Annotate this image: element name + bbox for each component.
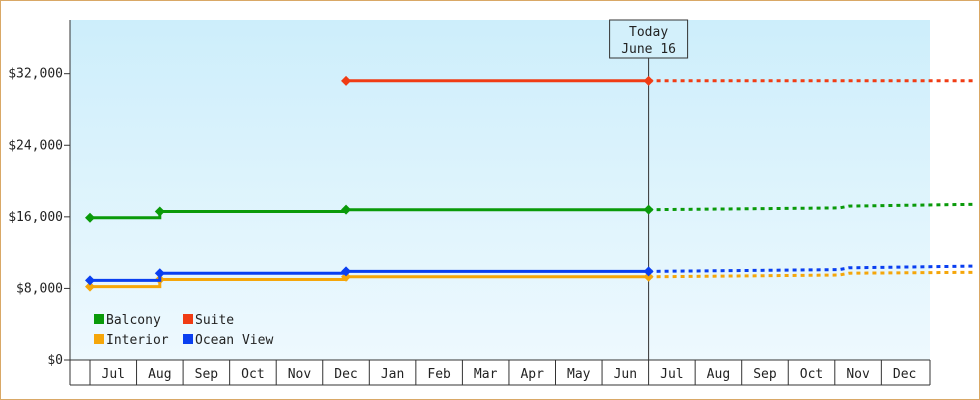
balcony-point	[341, 204, 352, 215]
x-tick-label: Oct	[241, 367, 264, 382]
x-tick-label: Aug	[148, 367, 171, 382]
y-tick-label: $16,000	[8, 210, 63, 225]
x-axis: Jul Aug Sep Oct Nov Dec Jan Feb Mar Apr May Jun Jul A…	[69, 359, 931, 386]
x-tick-label: Apr	[520, 367, 544, 382]
x-tick-label: Sep	[195, 367, 219, 382]
suite-legend-swatch	[183, 314, 193, 324]
balcony-legend-label: Balcony	[106, 313, 161, 328]
plot-area	[70, 20, 930, 360]
ocean-view-legend-label: Ocean View	[195, 333, 273, 348]
interior-series-line	[90, 275, 649, 289]
x-tick-label: Sep	[753, 367, 777, 382]
y-axis: $0 $8,000 $16,000 $24,000 $32,000	[8, 20, 71, 368]
x-tick-label: Dec	[334, 367, 357, 382]
ocean-view-legend-swatch	[183, 334, 193, 344]
ocean-view-projection-line	[648, 264, 975, 273]
x-tick-label: May	[567, 367, 591, 382]
x-tick-label: Nov	[288, 367, 312, 382]
x-tick-label: Oct	[800, 367, 823, 382]
interior-projection-line	[648, 270, 975, 279]
ocean-view-point	[85, 275, 95, 286]
suite-legend-label: Suite	[195, 313, 234, 328]
ocean-view-point	[341, 266, 352, 277]
x-tick-label: Dec	[893, 367, 916, 382]
y-tick-label: $32,000	[8, 67, 63, 82]
x-tick-label: Jul	[102, 367, 125, 382]
today-marker: Today June 16	[609, 19, 689, 360]
balcony-point	[85, 212, 95, 223]
x-tick-label: Jun	[614, 367, 637, 382]
x-tick-label: Feb	[427, 367, 451, 382]
today-date: June 16	[621, 42, 676, 57]
suite-point	[643, 75, 654, 86]
y-tick-label: $8,000	[16, 281, 63, 296]
y-tick-label: $0	[47, 353, 63, 368]
balcony-projection-line	[648, 202, 975, 212]
interior-point	[85, 281, 95, 292]
x-tick-label: Jan	[381, 367, 404, 382]
today-label: Today	[629, 25, 668, 40]
x-tick-label: Mar	[474, 367, 498, 382]
interior-legend-label: Interior	[106, 333, 169, 348]
x-tick-label: Jul	[660, 367, 683, 382]
ocean-view-series-line	[90, 269, 649, 282]
y-tick-label: $24,000	[8, 138, 63, 153]
balcony-point	[643, 204, 654, 215]
x-tick-label: Nov	[846, 367, 870, 382]
ocean-view-point	[643, 266, 654, 277]
balcony-series-line	[90, 208, 649, 220]
interior-legend-swatch	[94, 334, 104, 344]
series-group	[85, 75, 975, 292]
legend: Balcony Suite Interior Ocean View	[94, 313, 273, 348]
balcony-legend-swatch	[94, 314, 104, 324]
interior-point	[643, 271, 654, 282]
suite-point	[341, 75, 352, 86]
ocean-view-point	[154, 268, 165, 279]
x-tick-label: Aug	[707, 367, 730, 382]
today-label-box	[609, 19, 689, 59]
balcony-point	[154, 206, 165, 217]
